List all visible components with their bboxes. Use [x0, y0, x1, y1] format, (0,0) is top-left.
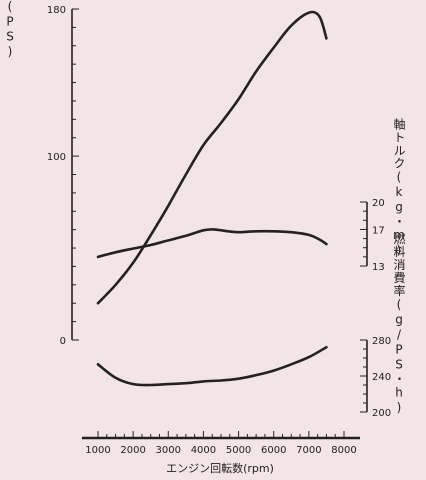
torque-axis-label: 軸トルク(kg・m) — [392, 118, 406, 258]
x-tick-label: 7000 — [296, 445, 321, 456]
torque-curve — [96, 228, 328, 259]
power-curve — [96, 10, 328, 305]
x-axis-label: エンジン回転数(rpm) — [166, 462, 274, 475]
power-tick-label: 0 — [60, 336, 66, 347]
x-tick-label: 3000 — [156, 445, 181, 456]
x-tick-label: 1000 — [85, 445, 110, 456]
x-tick-label: 2000 — [120, 445, 145, 456]
axis-ticks: 0 100 180 1000 2000 3000 4000 5000 6000 7000 8000 1… — [47, 5, 391, 456]
axis-labels: エンジン回転数(rpm) 軸出力(PS) 軸トルク(kg・m)燃料消費率(g/PS・… — [3, 0, 406, 475]
torque-tick-label: 20 — [372, 198, 385, 209]
fuel-tick-label: 240 — [372, 372, 391, 383]
x-tick-label: 6000 — [261, 445, 286, 456]
torque-tick-label: 13 — [372, 262, 385, 273]
fuel-curve — [96, 345, 328, 387]
x-tick-label: 4000 — [191, 445, 216, 456]
fuel-axis-label: 燃料消費率(g/PS・h) — [392, 231, 406, 415]
axes-frame — [71, 9, 368, 440]
x-tick-label: 5000 — [226, 445, 251, 456]
x-tick-label: 8000 — [331, 445, 356, 456]
power-axis-label: 軸出力(PS) — [3, 0, 17, 60]
power-tick-label: 100 — [47, 152, 66, 163]
fuel-tick-label: 200 — [372, 408, 391, 419]
torque-tick-label: 17 — [372, 225, 385, 236]
power-tick-label: 180 — [47, 5, 66, 16]
fuel-tick-label: 280 — [372, 336, 391, 347]
data-series — [96, 10, 328, 387]
